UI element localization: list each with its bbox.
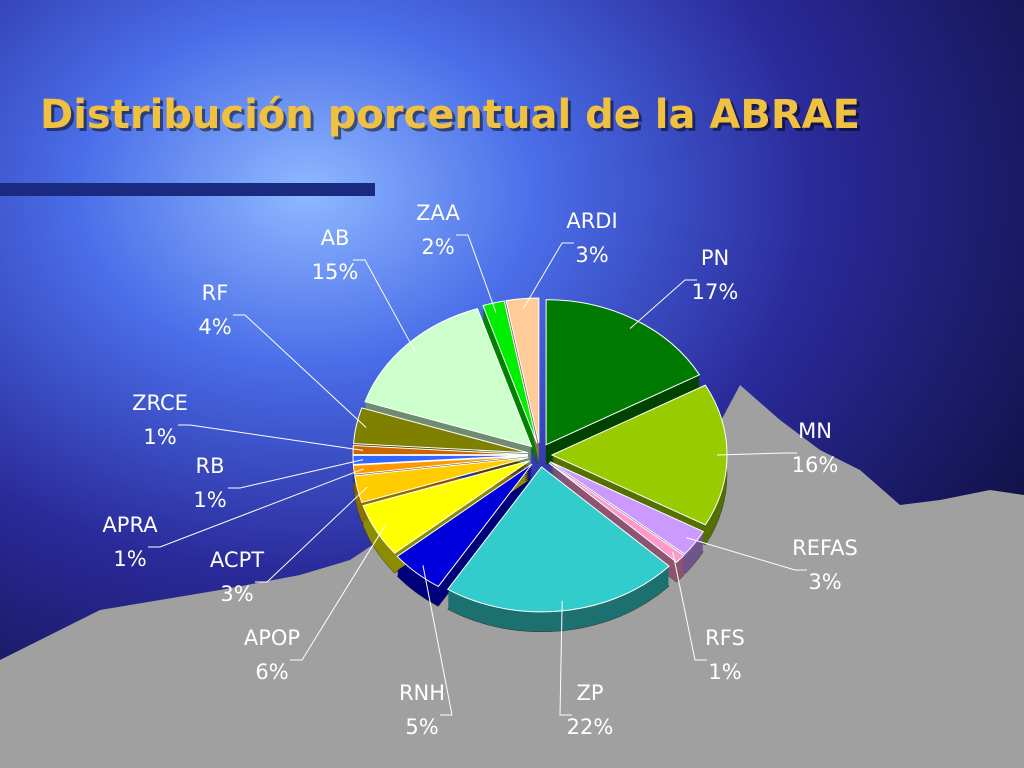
value-label: 1% xyxy=(113,547,146,571)
value-label: 1% xyxy=(193,488,226,512)
pie-slice xyxy=(352,455,529,475)
leader-line xyxy=(422,565,453,716)
slice-label: APOP xyxy=(244,626,300,650)
slice-label: ZRCE xyxy=(132,391,188,415)
pie-slice xyxy=(446,466,670,613)
leader-line xyxy=(716,452,797,456)
slice-label: RNH xyxy=(399,681,445,705)
leader-line xyxy=(686,537,807,571)
pie-slice xyxy=(353,407,529,454)
value-label: 1% xyxy=(708,660,741,684)
leader-line xyxy=(148,468,364,548)
slice-label: ZAA xyxy=(416,201,460,225)
slice-label: ARDI xyxy=(566,209,617,233)
slice-label: RB xyxy=(196,454,225,478)
slice-label: ZP xyxy=(576,681,603,705)
leader-line xyxy=(255,486,368,583)
value-label: 4% xyxy=(198,315,231,339)
pie-slice xyxy=(505,297,540,444)
leader-line xyxy=(629,279,697,329)
leader-line xyxy=(290,525,386,661)
leader-line xyxy=(353,259,416,352)
pie-slice xyxy=(354,457,529,504)
value-label: 3% xyxy=(575,243,608,267)
leader-line xyxy=(233,314,367,428)
leader-line xyxy=(228,459,364,489)
title-shadow: Distribución porcentual de la ABRAE xyxy=(43,95,863,141)
leader-line xyxy=(456,234,497,313)
slice-label: MN xyxy=(798,419,832,443)
pie-slice xyxy=(545,299,701,446)
pie-slice xyxy=(549,461,705,555)
leader-line xyxy=(522,242,574,309)
pie xyxy=(148,234,807,716)
value-label: 2% xyxy=(421,235,454,259)
accent-bar xyxy=(0,183,375,196)
pie-slice xyxy=(396,463,533,588)
pie-slice xyxy=(364,308,533,448)
value-label: 1% xyxy=(143,425,176,449)
leader-line xyxy=(672,552,707,661)
slice-label: AB xyxy=(321,226,350,250)
slice-label: APRA xyxy=(102,513,158,537)
slice-label: RFS xyxy=(705,626,745,650)
leader-line xyxy=(178,424,364,451)
pie-slice xyxy=(482,300,538,444)
value-label: 3% xyxy=(220,582,253,606)
slice-label: ACPT xyxy=(210,548,264,572)
pie-slice xyxy=(352,444,529,456)
slice-label: PN xyxy=(701,246,729,270)
value-label: 15% xyxy=(312,260,359,284)
value-label: 17% xyxy=(692,280,739,304)
slice-label: RF xyxy=(202,281,229,305)
slice-label: REFAS xyxy=(792,536,858,560)
value-label: 22% xyxy=(567,715,614,739)
pie-slice xyxy=(352,454,529,466)
value-label: 3% xyxy=(808,570,841,594)
value-label: 5% xyxy=(405,715,438,739)
value-label: 6% xyxy=(255,660,288,684)
pie-slice xyxy=(362,460,530,554)
chart-title: Distribución porcentual de la ABRAE xyxy=(40,92,860,138)
value-label: 16% xyxy=(792,453,839,477)
leader-line xyxy=(559,600,572,716)
pie-slice xyxy=(548,462,685,563)
